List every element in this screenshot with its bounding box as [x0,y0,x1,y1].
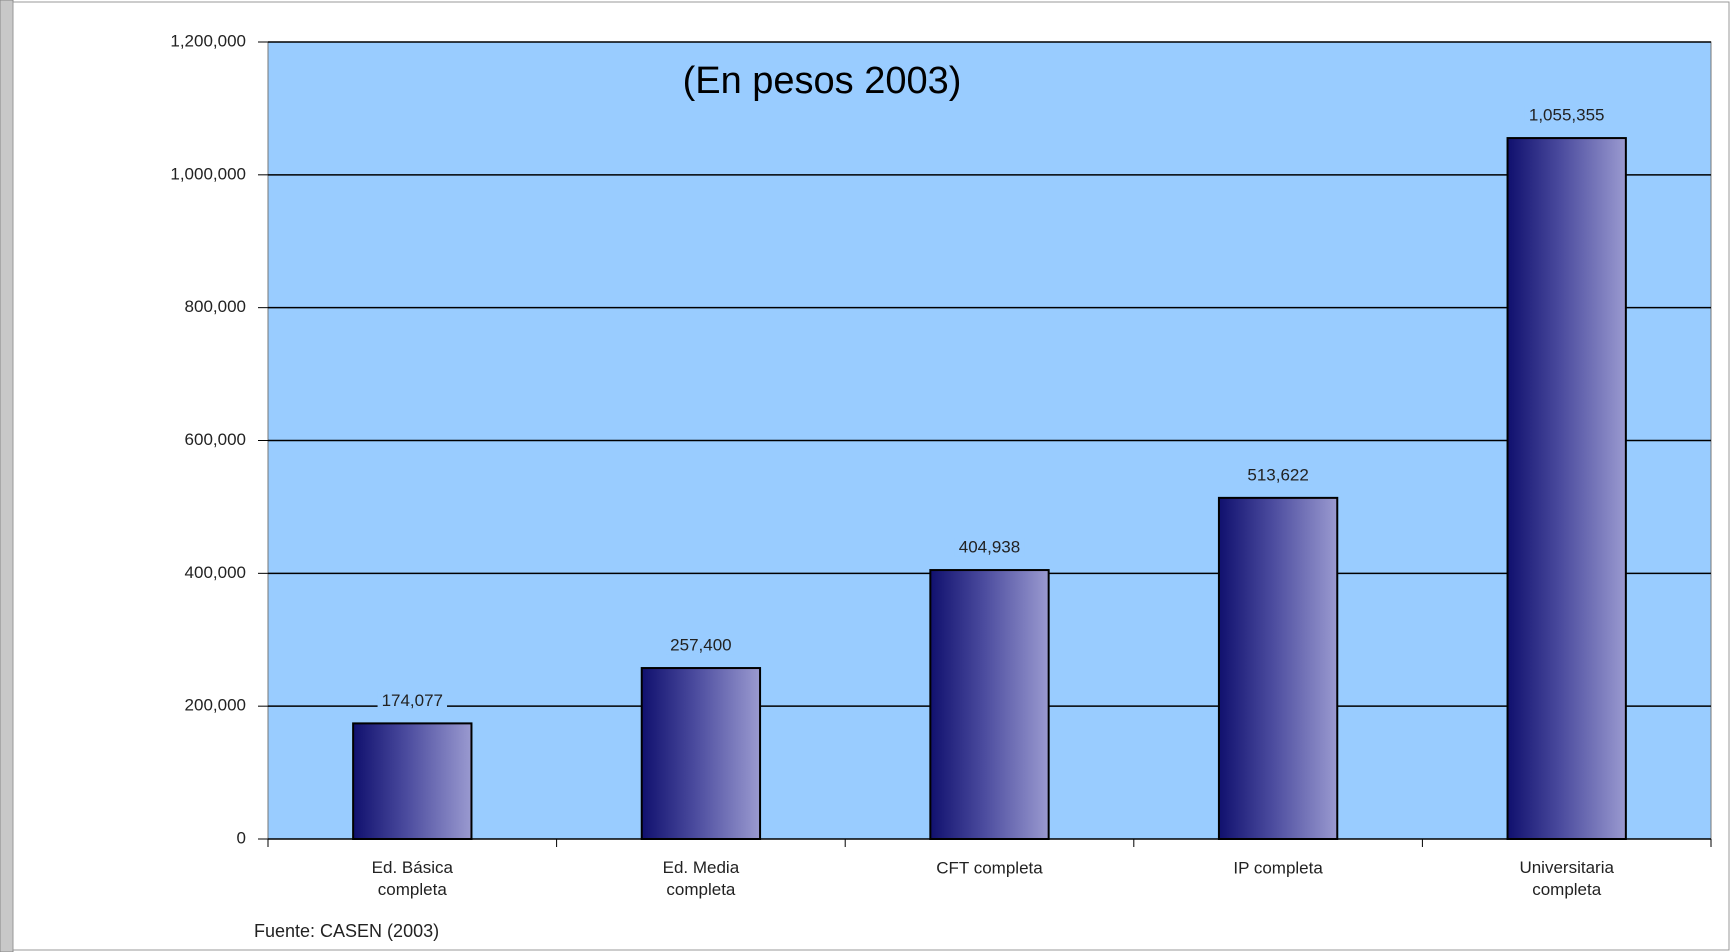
value-label-bg [1524,105,1609,125]
value-label: 174,077 [382,691,443,710]
y-tick-label: 1,000,000 [170,164,246,183]
y-tick-label: 800,000 [185,297,246,316]
side-strip [0,0,14,952]
bar [352,722,473,840]
x-tick-label: IP completa [1233,858,1323,877]
x-tick-label: Ed. Básica completa [372,858,454,899]
y-tick-label: 0 [237,828,246,847]
bar [1506,137,1627,841]
bar [929,569,1050,840]
value-label: 257,400 [670,636,731,655]
x-tick-label: CFT completa [936,858,1043,877]
value-label: 404,938 [959,538,1020,557]
y-tick-label: 200,000 [185,696,246,715]
subtitle: (En pesos 2003) [683,60,962,102]
x-tick-label: Universitaria completa [1519,858,1614,899]
value-label: 1,055,355 [1529,106,1605,125]
bar [640,667,762,841]
value-label-bg [666,635,736,655]
y-tick-label: 600,000 [185,430,246,449]
value-label-bg [377,690,448,710]
source: Fuente: CASEN (2003) [254,921,439,941]
y-tick-label: 1,200,000 [170,31,246,50]
x-tick-label: Ed. Media completa [663,858,740,899]
value-label: 513,622 [1247,465,1308,484]
value-label-bg [1243,465,1313,485]
y-tick-label: 400,000 [185,563,246,582]
bar [1217,496,1339,840]
value-label-bg [954,537,1025,557]
